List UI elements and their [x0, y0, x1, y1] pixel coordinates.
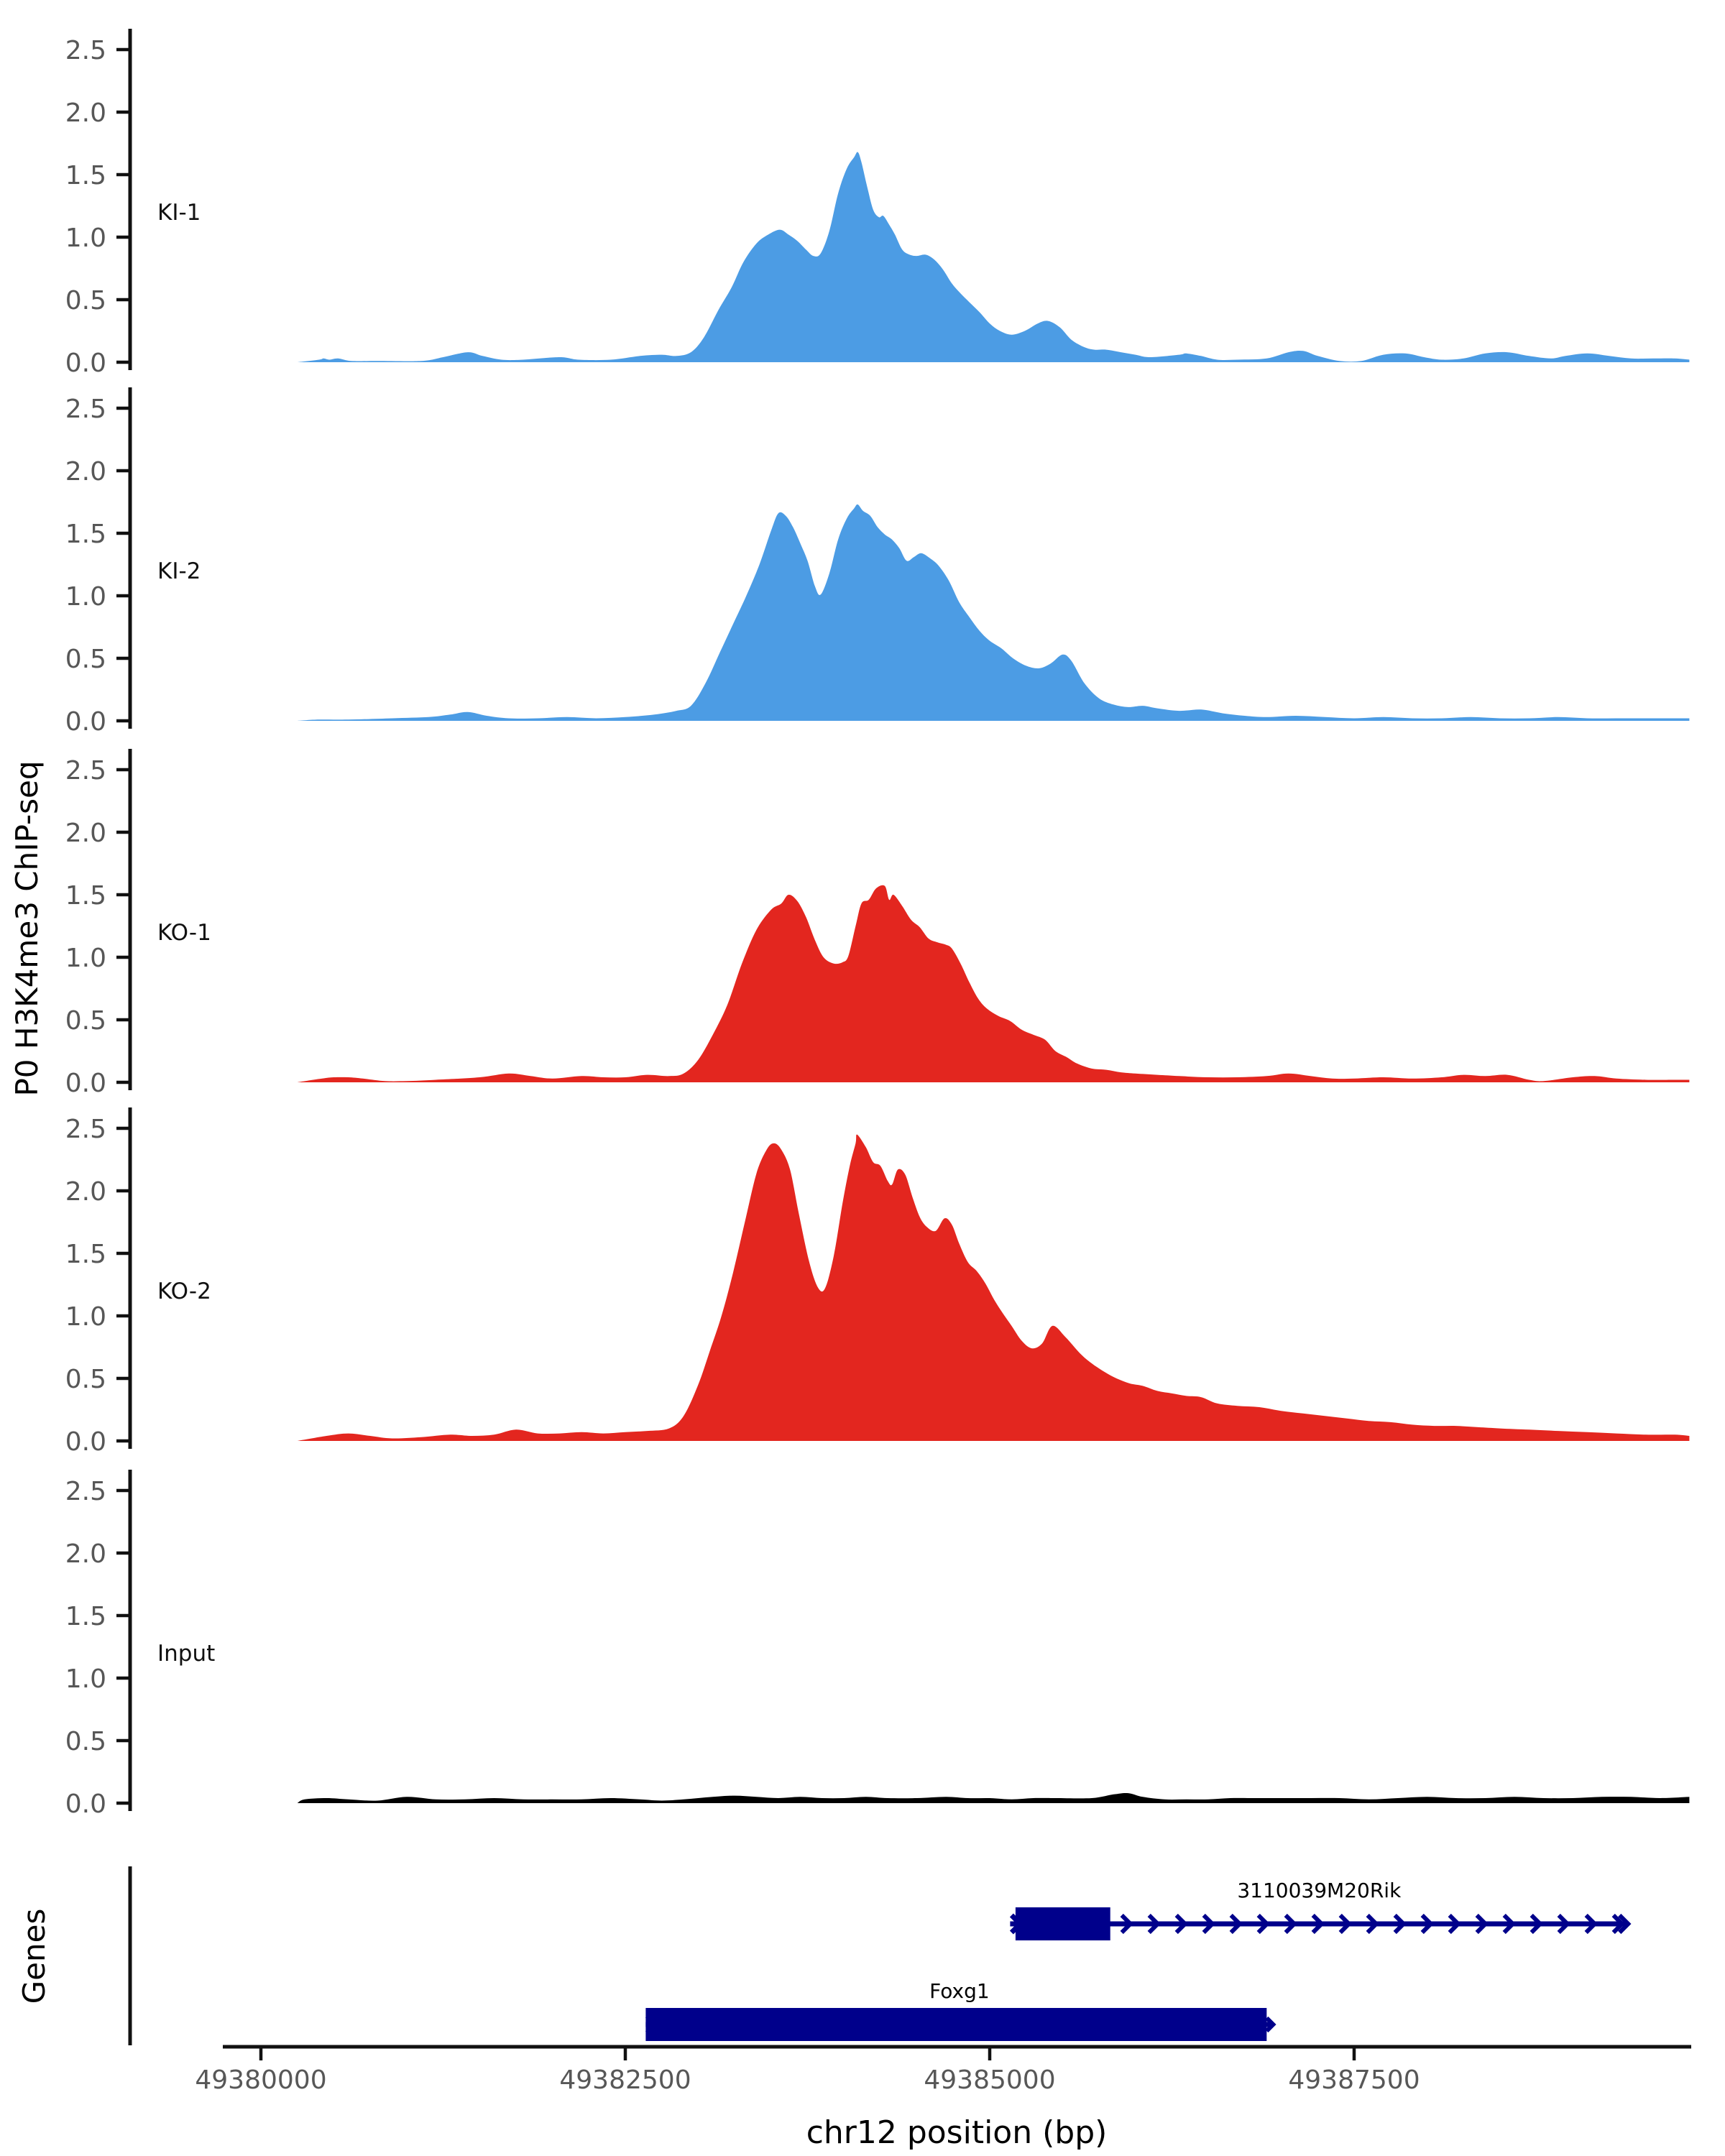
y-tick-label: 1.0	[65, 944, 106, 973]
strand-arrow-icon	[1284, 1913, 1297, 1935]
y-tick-label: 0.0	[65, 707, 106, 737]
strand-arrow-icon	[1420, 1913, 1434, 1935]
signal-area-KO-1	[297, 885, 1690, 1082]
strand-arrow-icon	[1393, 1913, 1407, 1935]
x-tick-label: 49380000	[195, 2065, 326, 2095]
y-tick-label: 2.0	[65, 1177, 106, 1207]
y-tick-label: 1.5	[65, 1602, 106, 1631]
strand-arrow-icon	[1229, 1913, 1243, 1935]
y-tick-label: 1.0	[65, 1302, 106, 1332]
y-tick-label: 0.5	[65, 1006, 106, 1036]
gene-exon-box	[1015, 1907, 1110, 1940]
strand-arrow-icon	[1265, 2016, 1276, 2033]
signal-area-KI-2	[297, 504, 1690, 721]
tracks-layer: 0.0 0.5 1.0 1.5 2.0 2.5 KI-1 0.0 0.5 1.0 1.5 2.0 2.5…	[65, 29, 1690, 1819]
track-label-KI-1: KI-1	[157, 200, 201, 226]
y-tick-label: 0.0	[65, 1069, 106, 1098]
track-label-KO-2: KO-2	[157, 1279, 211, 1304]
gene-exon-box	[645, 2008, 1267, 2041]
y-tick-label: 1.0	[65, 582, 106, 612]
y-tick-label: 2.0	[65, 1539, 106, 1569]
strand-arrow-icon	[1174, 1913, 1188, 1935]
track-Input: 0.0 0.5 1.0 1.5 2.0 2.5 Input	[65, 1470, 1690, 1819]
strand-arrow-icon	[1202, 1913, 1215, 1935]
track-KI-1: 0.0 0.5 1.0 1.5 2.0 2.5 KI-1	[65, 29, 1690, 378]
signal-area-KI-1	[297, 152, 1690, 362]
gene-label-Foxg1: Foxg1	[929, 1979, 990, 2003]
track-label-KO-1: KO-1	[157, 920, 211, 946]
genes-layer: 3110039M20Rik Foxg1	[128, 1866, 1632, 2045]
y-tick-label: 2.0	[65, 98, 106, 128]
strand-arrow-icon	[1311, 1913, 1325, 1935]
strand-arrow-icon	[1530, 1913, 1543, 1935]
y-tick-label: 2.5	[65, 395, 106, 424]
strand-arrow-icon	[1618, 1913, 1632, 1935]
strand-arrow-icon	[1475, 1913, 1489, 1935]
y-tick-label: 1.5	[65, 520, 106, 549]
strand-arrow-icon	[1366, 1913, 1379, 1935]
y-tick-label: 2.5	[65, 1115, 106, 1144]
track-KO-1: 0.0 0.5 1.0 1.5 2.0 2.5 KO-1	[65, 749, 1690, 1098]
y-tick-label: 2.5	[65, 756, 106, 786]
y-tick-label: 0.0	[65, 1427, 106, 1457]
track-label-KI-2: KI-2	[157, 558, 201, 584]
y-tick-label: 1.0	[65, 224, 106, 253]
y-axis-title: P0 H3K4me3 ChIP-seq	[9, 760, 45, 1096]
strand-arrow-icon	[1502, 1913, 1516, 1935]
y-tick-label: 0.0	[65, 1789, 106, 1819]
y-tick-label: 0.0	[65, 349, 106, 378]
y-tick-label: 0.5	[65, 286, 106, 315]
x-tick-label: 49382500	[559, 2065, 691, 2095]
strand-arrow-icon	[1448, 1913, 1461, 1935]
strand-arrow-icon	[1147, 1913, 1161, 1935]
strand-arrow-icon	[1120, 1913, 1133, 1935]
y-tick-label: 2.0	[65, 457, 106, 487]
gene-Foxg1: Foxg1	[645, 1979, 1276, 2041]
strand-arrow-icon	[1611, 1913, 1625, 1935]
y-tick-label: 1.5	[65, 161, 106, 190]
y-tick-label: 2.0	[65, 819, 106, 848]
strand-arrow-icon	[1557, 1913, 1570, 1935]
x-tick-label: 49387500	[1288, 2065, 1420, 2095]
gene-3110039M20Rik: 3110039M20Rik	[1009, 1879, 1632, 1940]
x-axis-title: chr12 position (bp)	[806, 2114, 1108, 2151]
signal-area-KO-2	[297, 1134, 1690, 1441]
x-tick-label: 49385000	[924, 2065, 1055, 2095]
strand-arrow-icon	[1338, 1913, 1352, 1935]
strand-arrow-icon	[1584, 1913, 1598, 1935]
track-KI-2: 0.0 0.5 1.0 1.5 2.0 2.5 KI-2	[65, 387, 1690, 737]
genes-axis-title: Genes	[17, 1909, 52, 2004]
gene-label-3110039M20Rik: 3110039M20Rik	[1237, 1879, 1402, 1902]
strand-arrow-icon	[1256, 1913, 1270, 1935]
y-tick-label: 0.5	[65, 1365, 106, 1394]
x-axis: 49380000 49382500 49385000 49387500	[195, 2045, 1691, 2095]
y-tick-label: 0.5	[65, 1727, 106, 1756]
track-label-Input: Input	[157, 1641, 215, 1667]
track-KO-2: 0.0 0.5 1.0 1.5 2.0 2.5 KO-2	[65, 1107, 1690, 1457]
y-tick-label: 2.5	[65, 1477, 106, 1506]
y-tick-label: 0.5	[65, 645, 106, 674]
y-tick-label: 2.5	[65, 36, 106, 65]
y-tick-label: 1.5	[65, 1240, 106, 1269]
y-tick-label: 1.5	[65, 881, 106, 911]
signal-area-Input	[297, 1792, 1690, 1803]
y-tick-label: 1.0	[65, 1664, 106, 1694]
